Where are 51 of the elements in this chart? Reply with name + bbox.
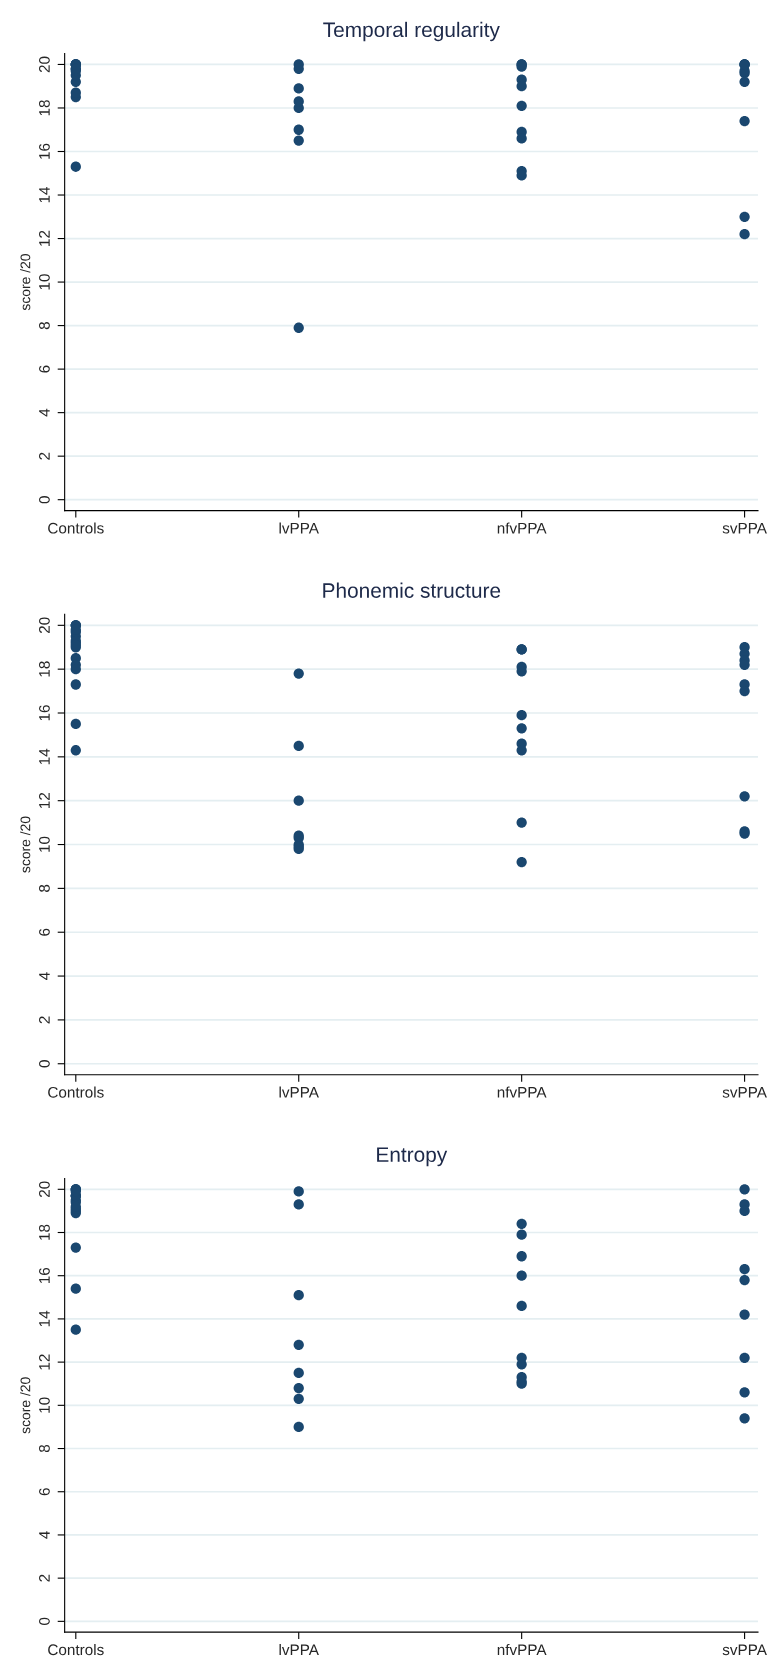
y-tick-label: 2	[39, 1574, 50, 1582]
y-axis-title: score /20	[20, 816, 31, 873]
y-tick-label: 6	[39, 1488, 50, 1496]
x-tick-label: lvPPA	[279, 1086, 319, 1098]
y-tick-label: 8	[39, 322, 50, 330]
x-tick-label: svPPA	[722, 522, 767, 534]
y-tick-label: 2	[39, 452, 50, 460]
y-tick-label: 18	[39, 661, 50, 677]
y-tick-label: 14	[39, 186, 50, 203]
y-tick-label: 14	[39, 1310, 50, 1327]
y-tick-label: 4	[39, 972, 50, 980]
y-tick-label: 10	[39, 836, 50, 852]
y-tick-label: 12	[39, 1354, 50, 1370]
y-axis-title: score /20	[20, 254, 31, 311]
x-tick-label: svPPA	[722, 1087, 767, 1098]
y-tick-label: 0	[39, 1060, 50, 1068]
y-tick-label: 18	[39, 100, 50, 116]
x-tick-label: nfvPPA	[497, 1086, 547, 1098]
chart-title: Temporal regularity	[323, 21, 500, 42]
y-tick-label: 12	[39, 230, 50, 246]
y-tick-label: 20	[39, 617, 50, 634]
x-tick-label: nfvPPA	[497, 522, 547, 534]
y-tick-label: 16	[39, 705, 50, 721]
y-tick-label: 0	[39, 1617, 50, 1625]
chart-title: Entropy	[377, 1147, 448, 1167]
x-tick-label: lvPPA	[279, 522, 319, 534]
y-axis-title: score /20	[20, 1377, 31, 1434]
x-tick-label: Controls	[48, 522, 104, 534]
x-tick-label: nfvPPA	[497, 1643, 547, 1656]
y-tick-label: 6	[39, 928, 50, 936]
x-tick-label: Controls	[48, 1086, 104, 1098]
y-tick-label: 4	[39, 408, 50, 417]
x-tick-label: svPPA	[722, 1644, 767, 1656]
y-tick-label: 10	[39, 274, 50, 290]
y-tick-label: 6	[39, 365, 50, 373]
y-tick-label: 2	[39, 1016, 50, 1024]
y-tick-label: 18	[39, 1224, 50, 1240]
y-tick-label: 10	[39, 1397, 50, 1413]
y-tick-label: 14	[39, 748, 50, 765]
y-tick-label: 0	[39, 496, 50, 504]
y-tick-label: 20	[39, 56, 50, 73]
x-tick-label: Controls	[48, 1643, 104, 1656]
y-tick-label: 16	[39, 1267, 50, 1284]
y-tick-label: 4	[39, 1531, 50, 1539]
y-tick-label: 8	[39, 1444, 50, 1453]
y-tick-label: 16	[39, 143, 50, 159]
y-tick-label: 20	[39, 1181, 50, 1198]
x-tick-label: lvPPA	[279, 1643, 319, 1656]
y-tick-label: 12	[39, 792, 50, 809]
chart-title: Phonemic structure	[323, 582, 501, 598]
y-tick-label: 8	[39, 884, 50, 892]
